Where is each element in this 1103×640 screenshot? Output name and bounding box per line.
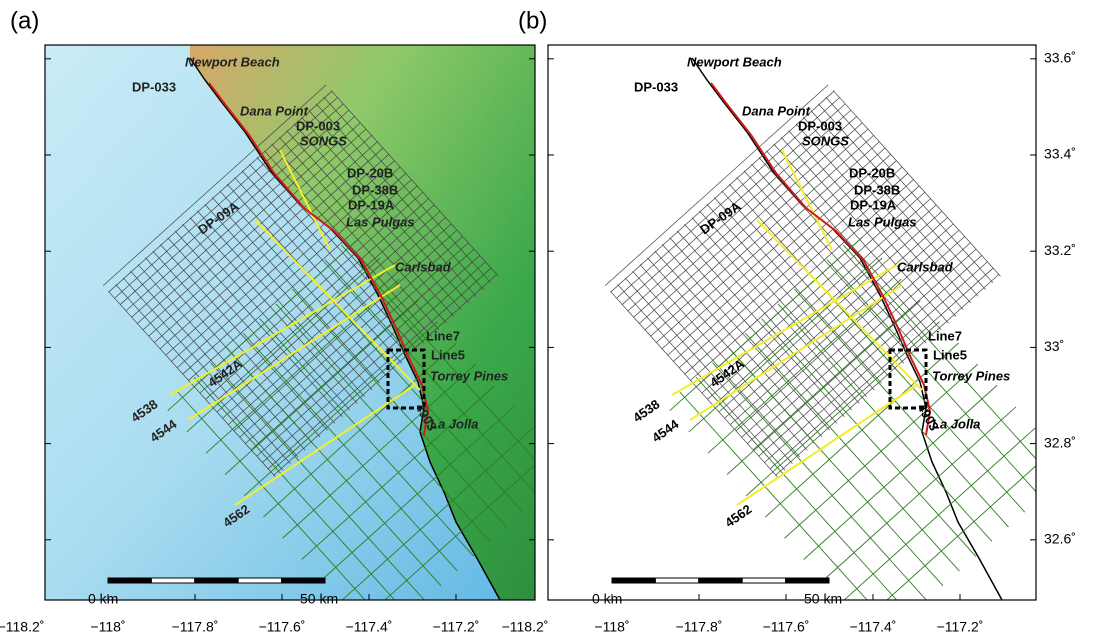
scale-label: 0 km	[88, 591, 118, 607]
place-label: SONGS	[802, 133, 849, 148]
scale-segment	[786, 578, 829, 583]
place-label: Torrey Pines	[932, 368, 1010, 383]
x-tick-label: −117.8˚	[172, 619, 219, 635]
place-label: Line5	[933, 347, 967, 362]
scale-segment	[742, 578, 785, 583]
x-tick-label: −117.4˚	[346, 619, 393, 635]
place-label: Carlsbad	[897, 259, 954, 274]
y-tick-label: 33.4˚	[1044, 146, 1076, 162]
scale-segment	[699, 578, 742, 583]
y-tick-label: 32.8˚	[1044, 434, 1076, 450]
scale-label: 0 km	[592, 591, 622, 607]
place-label: DP-38B	[854, 182, 900, 197]
y-tick-label: 33˚	[1044, 338, 1064, 354]
x-tick-label: −117.6˚	[259, 619, 306, 635]
scale-segment	[655, 578, 698, 583]
place-label: Dana Point	[742, 103, 811, 118]
panel-label: (b)	[518, 7, 547, 34]
scale-label: 50 km	[804, 591, 842, 607]
place-label: DP-003	[296, 118, 340, 133]
place-label: Torrey Pines	[430, 368, 508, 383]
y-tick-label: 33.2˚	[1044, 242, 1076, 258]
place-label: Line7	[928, 328, 962, 343]
place-label: Las Pulgas	[346, 214, 415, 229]
place-label: Dana Point	[240, 103, 309, 118]
scale-segment	[195, 578, 238, 583]
x-tick-label: −117.2˚	[433, 619, 480, 635]
place-label: Newport Beach	[687, 54, 782, 69]
x-tick-label: −118.2˚	[0, 619, 44, 635]
place-label: DP-19A	[348, 197, 395, 212]
panel-label: (a)	[10, 7, 39, 34]
scale-segment	[238, 578, 281, 583]
x-tick-label: −117.2˚	[937, 619, 984, 635]
place-label: DP-20B	[347, 165, 393, 180]
scale-segment	[151, 578, 194, 583]
place-label: Newport Beach	[185, 54, 280, 69]
place-label: DP-20B	[849, 165, 895, 180]
x-tick-label: −118˚	[90, 619, 125, 635]
x-tick-label: −118.2˚	[502, 619, 549, 635]
y-tick-label: 33.6˚	[1044, 50, 1076, 66]
scale-segment	[282, 578, 325, 583]
x-tick-label: −117.8˚	[676, 619, 723, 635]
place-label: DP-38B	[352, 182, 398, 197]
place-label: DP-033	[132, 79, 176, 94]
x-tick-label: −118˚	[594, 619, 629, 635]
x-tick-label: −117.4˚	[850, 619, 897, 635]
place-label: Las Pulgas	[848, 214, 917, 229]
figure: (a)Newport BeachDP-033Dana PointDP-003SO…	[0, 0, 1103, 640]
scale-segment	[612, 578, 655, 583]
y-tick-label: 32.6˚	[1044, 531, 1076, 547]
place-label: DP-033	[634, 79, 678, 94]
place-label: DP-19A	[850, 197, 897, 212]
place-label: Line7	[426, 328, 460, 343]
x-tick-label: −117.6˚	[763, 619, 810, 635]
scale-label: 50 km	[300, 591, 338, 607]
place-label: Carlsbad	[395, 259, 452, 274]
place-label: SONGS	[300, 133, 347, 148]
place-label: DP-003	[798, 118, 842, 133]
place-label: Line5	[431, 347, 465, 362]
scale-segment	[108, 578, 151, 583]
